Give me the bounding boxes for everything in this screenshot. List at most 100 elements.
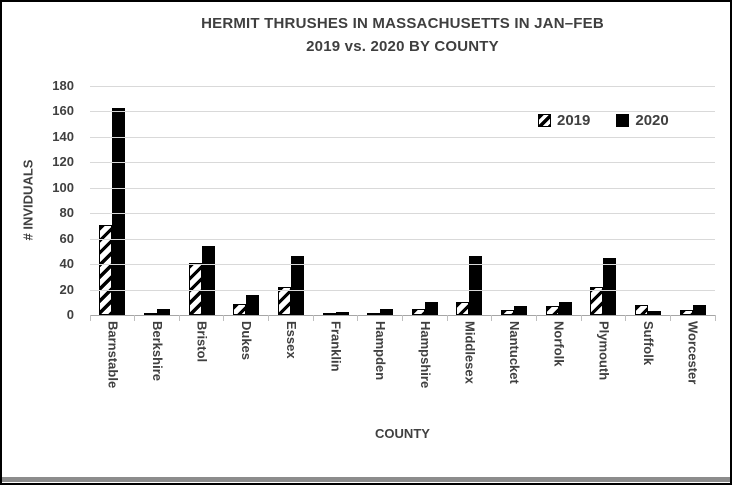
bar-2019-middlesex xyxy=(456,302,470,315)
x-label-slot-dukes: Dukes xyxy=(224,321,269,433)
legend-swatch-2020 xyxy=(616,114,630,127)
bar-2019-nantucket xyxy=(501,309,515,315)
gridline-100 xyxy=(90,187,715,189)
x-label-slot-barnstable: Barnstable xyxy=(90,321,135,433)
bar-group-nantucket xyxy=(492,86,537,315)
bar-group-hampshire xyxy=(402,86,447,315)
plot-area: 2019 2020 xyxy=(89,86,716,321)
chart-title-line-1: HERMIT THRUSHES IN MASSACHUSETTS IN JAN–… xyxy=(201,15,604,32)
bar-2020-middlesex xyxy=(469,256,483,315)
gridline-60 xyxy=(90,238,715,240)
gridline-140 xyxy=(90,136,715,138)
x-label-slot-norfolk: Norfolk xyxy=(536,321,581,433)
bar-group-essex xyxy=(269,86,314,315)
x-axis-tick xyxy=(580,315,582,321)
bar-group-barnstable xyxy=(90,86,135,315)
x-axis-tick xyxy=(446,315,448,321)
x-axis-tick xyxy=(669,315,671,321)
legend-item-2020: 2020 xyxy=(616,112,669,129)
bar-2020-bristol xyxy=(201,246,215,315)
y-tick-label-140: 140 xyxy=(52,128,74,144)
bar-2019-suffolk xyxy=(635,304,648,315)
bar-2020-norfolk xyxy=(558,302,572,315)
legend: 2019 2020 xyxy=(538,112,669,129)
bar-2020-nantucket xyxy=(514,306,528,315)
bar-group-norfolk xyxy=(536,86,581,315)
bar-2020-berkshire xyxy=(156,308,170,315)
bar-2019-dukes xyxy=(233,303,247,315)
bar-2019-berkshire xyxy=(143,313,157,315)
x-label-bristol: Bristol xyxy=(194,321,210,363)
legend-label-2019: 2019 xyxy=(557,112,591,129)
bar-2020-hampden xyxy=(380,308,394,315)
x-axis-tick xyxy=(134,315,136,321)
bar-group-dukes xyxy=(224,86,269,315)
x-axis-tick xyxy=(535,315,537,321)
y-tick-label-160: 160 xyxy=(52,103,74,119)
x-axis-tick xyxy=(178,315,180,321)
x-label-barnstable: Barnstable xyxy=(105,321,121,389)
legend-item-2019: 2019 xyxy=(538,112,590,129)
x-label-slot-bristol: Bristol xyxy=(179,321,224,433)
x-label-franklin: Franklin xyxy=(328,321,344,372)
bar-2020-dukes xyxy=(246,294,260,315)
x-label-slot-plymouth: Plymouth xyxy=(581,321,626,433)
bar-2020-barnstable xyxy=(112,107,126,315)
x-label-slot-hampshire: Hampshire xyxy=(402,321,447,433)
bar-2019-plymouth xyxy=(590,287,604,315)
y-tick-label-120: 120 xyxy=(52,154,74,170)
x-axis-tick xyxy=(714,315,716,321)
bar-2019-hampshire xyxy=(411,308,425,315)
x-label-slot-nantucket: Nantucket xyxy=(492,321,537,433)
gridline-80 xyxy=(90,213,715,215)
bar-2020-suffolk xyxy=(648,311,661,315)
x-label-slot-franklin: Franklin xyxy=(313,321,358,433)
x-label-worcester: Worcester xyxy=(685,321,701,385)
legend-label-2020: 2020 xyxy=(635,112,669,129)
x-label-slot-essex: Essex xyxy=(269,321,314,433)
gridline-40 xyxy=(90,264,715,266)
bottom-shadow-band xyxy=(2,477,730,482)
x-label-slot-hampden: Hampden xyxy=(358,321,403,433)
x-axis-tick xyxy=(89,315,91,321)
x-axis-tick xyxy=(312,315,314,321)
x-axis-labels: Barnstable Berkshire Bristol Dukes Essex Fran… xyxy=(90,321,715,433)
bar-2019-bristol xyxy=(188,262,202,315)
y-tick-label-100: 100 xyxy=(52,179,74,195)
y-tick-label-180: 180 xyxy=(52,78,74,93)
x-label-norfolk: Norfolk xyxy=(551,321,567,367)
y-tick-label-80: 80 xyxy=(59,205,74,221)
chart-title-line-2: 2019 vs. 2020 BY COUNTY xyxy=(306,38,499,55)
bar-group-berkshire xyxy=(135,86,180,315)
x-label-hampden: Hampden xyxy=(373,321,389,381)
bar-group-hampden xyxy=(358,86,403,315)
y-tick-label-60: 60 xyxy=(59,230,74,246)
x-label-essex: Essex xyxy=(283,321,299,359)
bar-2020-plymouth xyxy=(603,257,617,315)
bar-group-middlesex xyxy=(447,86,492,315)
x-label-hampshire: Hampshire xyxy=(417,321,433,389)
gridline-20 xyxy=(90,289,715,291)
gridline-120 xyxy=(90,162,715,164)
x-axis-tick xyxy=(357,315,359,321)
x-label-plymouth: Plymouth xyxy=(596,321,612,381)
bar-group-bristol xyxy=(179,86,224,315)
x-label-berkshire: Berkshire xyxy=(149,321,165,381)
x-label-slot-suffolk: Suffolk xyxy=(626,321,671,433)
x-axis-tick xyxy=(625,315,627,321)
x-axis-title: COUNTY xyxy=(375,426,430,441)
bar-2019-hampden xyxy=(367,313,381,315)
x-axis-tick xyxy=(268,315,270,321)
bar-2019-worcester xyxy=(679,309,693,315)
bar-group-suffolk xyxy=(626,86,671,315)
x-axis-tick xyxy=(402,315,403,321)
x-label-slot-berkshire: Berkshire xyxy=(135,321,180,433)
x-label-middlesex: Middlesex xyxy=(462,321,478,384)
x-label-dukes: Dukes xyxy=(239,321,255,361)
bar-2019-essex xyxy=(277,287,291,315)
legend-swatch-2019 xyxy=(538,114,551,127)
bars-layer xyxy=(90,86,715,315)
bar-2020-hampshire xyxy=(424,302,438,315)
bar-2019-norfolk xyxy=(545,306,559,315)
